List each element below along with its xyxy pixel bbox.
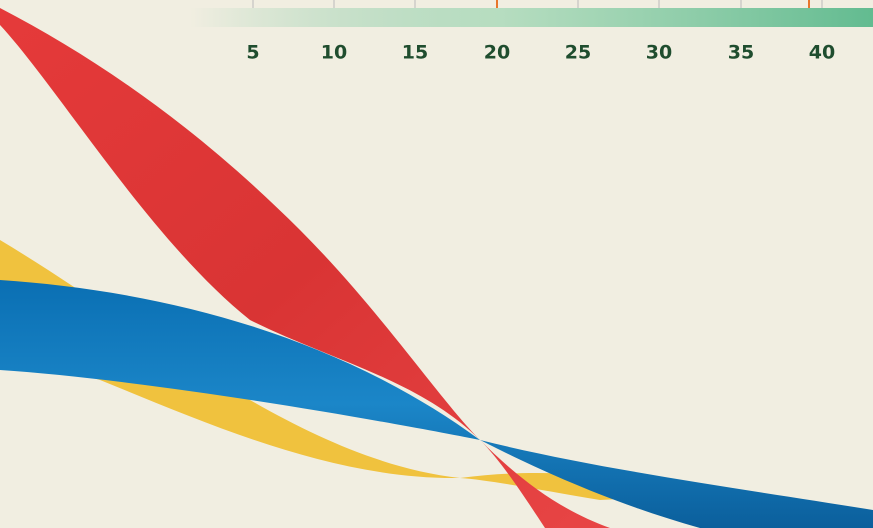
- scale-label: 30: [646, 42, 672, 64]
- blue-ribbon: [0, 280, 873, 528]
- scale-label: 25: [565, 42, 591, 64]
- scale-bar: [190, 8, 873, 27]
- scale-label: 5: [246, 42, 259, 64]
- scale-ticks: [252, 0, 823, 8]
- red-ribbon: [0, 8, 610, 528]
- scale-label: 40: [809, 42, 835, 64]
- scale-label: 15: [402, 42, 428, 64]
- scale-label: 35: [728, 42, 754, 64]
- scale-label: 10: [321, 42, 347, 64]
- scale-label: 20: [484, 42, 510, 64]
- scale-labels: 5 10 15 20 25 30 35 40: [246, 42, 835, 64]
